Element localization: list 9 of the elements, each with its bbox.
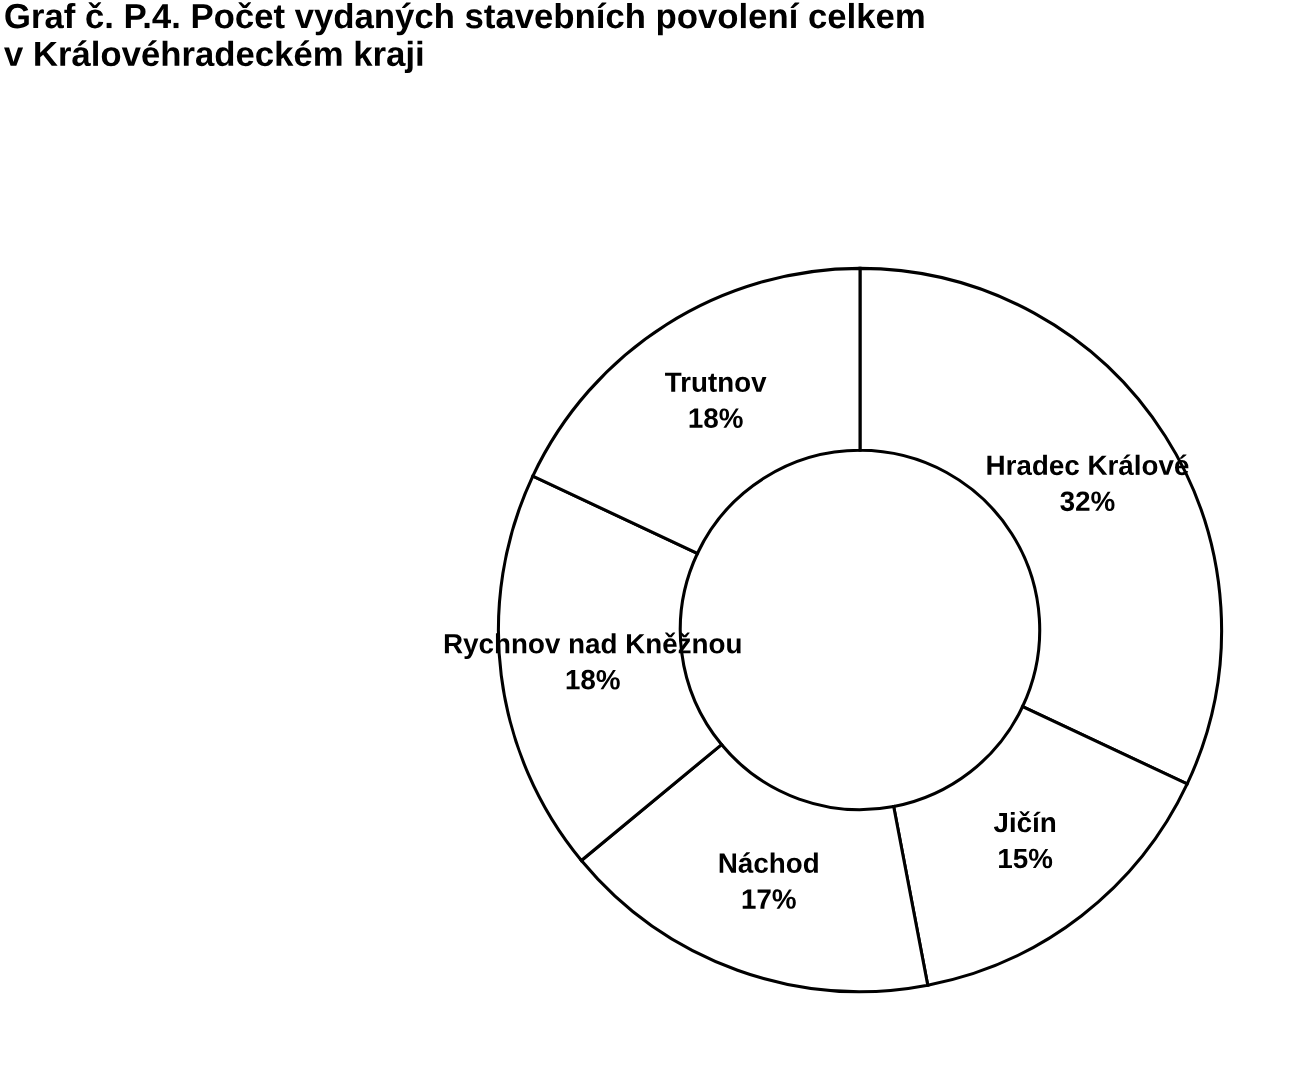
data-label: 18% — [689, 408, 743, 428]
slice-label: Náchod — [719, 852, 818, 873]
chart-title: Graf č. P.4. Počet vydaných stavebních povolení celkem v Královéhradeckém kraji — [4, 2, 924, 74]
data-label: 18% — [566, 669, 620, 690]
slice-label: Trutnov — [665, 372, 767, 393]
data-label: 17% — [742, 889, 796, 909]
data-label: 32% — [1060, 491, 1115, 512]
data-label: 15% — [999, 848, 1053, 869]
slice-label: Jičín — [993, 811, 1056, 833]
